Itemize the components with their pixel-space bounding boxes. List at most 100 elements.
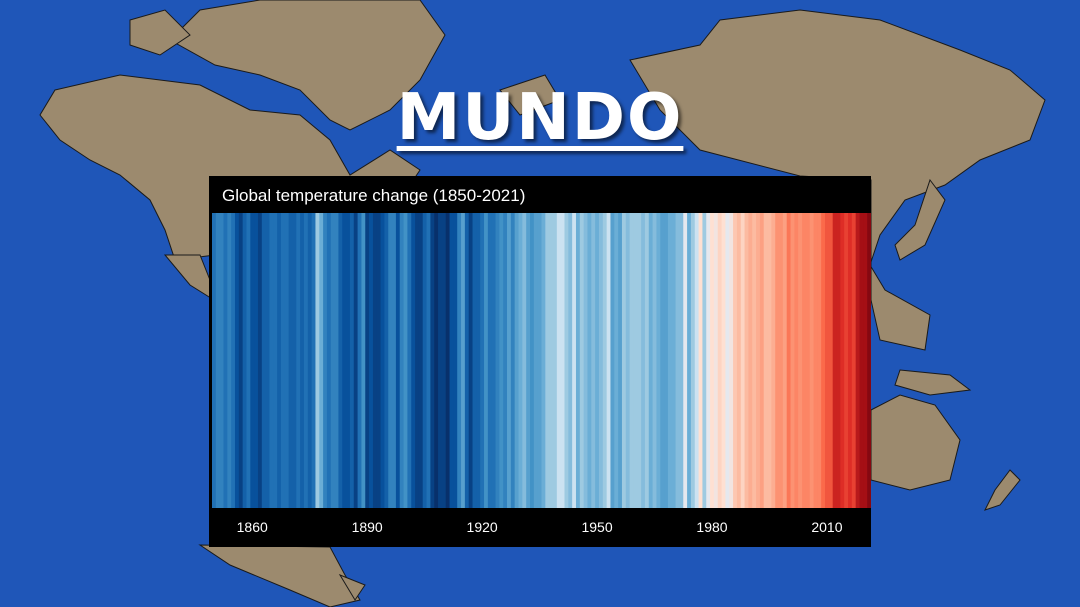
stripe-1982 [717, 213, 723, 508]
stripe-1904 [418, 213, 424, 508]
stripe-2012 [832, 213, 838, 508]
stripe-1992 [756, 213, 761, 508]
stripe-1938 [549, 213, 554, 508]
stripe-1907 [430, 213, 435, 508]
stripe-1874 [303, 213, 309, 508]
stripe-1921 [484, 213, 489, 508]
stripe-1971 [675, 213, 681, 508]
arctic-islands-shape [129, 9, 191, 56]
stripe-1915 [461, 213, 466, 508]
stripe-1928 [510, 213, 516, 508]
stripe-1989 [744, 213, 749, 508]
stripe-1976 [694, 213, 700, 508]
stripe-1875 [307, 213, 313, 508]
stripe-1871 [292, 213, 297, 508]
stripe-1888 [357, 213, 363, 508]
stripe-1970 [671, 213, 677, 508]
stripe-2010 [825, 213, 830, 508]
stripe-1955 [614, 213, 619, 508]
stripe-1984 [725, 213, 730, 508]
stripe-1861 [254, 213, 259, 508]
stripe-1969 [667, 213, 673, 508]
stripe-1859 [246, 213, 251, 508]
stripe-1985 [729, 213, 734, 508]
stripe-1857 [238, 213, 244, 508]
japan-shape [894, 178, 946, 261]
stripe-1856 [234, 213, 240, 508]
stripe-2013 [836, 213, 841, 508]
stripe-1902 [411, 213, 416, 508]
stripe-1870 [288, 213, 294, 508]
stripe-1854 [227, 213, 232, 508]
stripe-1910 [441, 213, 447, 508]
stripe-1995 [767, 213, 772, 508]
stripe-1978 [702, 213, 707, 508]
stripe-1957 [621, 213, 627, 508]
stripe-1973 [683, 213, 688, 508]
stripe-1920 [480, 213, 485, 508]
stripe-1930 [518, 213, 523, 508]
stripe-1897 [392, 213, 397, 508]
stripe-1912 [449, 213, 454, 508]
stripe-1987 [736, 213, 742, 508]
stripe-1862 [257, 213, 263, 508]
stripe-1903 [415, 213, 420, 508]
stripe-1898 [395, 213, 401, 508]
stripe-1975 [690, 213, 696, 508]
stripe-1869 [284, 213, 290, 508]
stripe-1855 [231, 213, 236, 508]
stripe-1965 [652, 213, 658, 508]
stripe-1892 [372, 213, 378, 508]
stripe-2015 [844, 213, 849, 508]
stripe-1954 [610, 213, 615, 508]
stripe-1935 [537, 213, 543, 508]
south-america-shape [198, 544, 361, 607]
stripe-1879 [323, 213, 328, 508]
stripe-1906 [426, 213, 431, 508]
stripe-1893 [376, 213, 382, 508]
stripe-1890 [365, 213, 370, 508]
stripe-1919 [476, 213, 481, 508]
stripe-1980 [710, 213, 715, 508]
stripe-2020 [863, 213, 868, 508]
stripe-1917 [468, 213, 474, 508]
x-tick-label: 2010 [811, 519, 843, 535]
stripe-1932 [526, 213, 531, 508]
stripe-1956 [618, 213, 623, 508]
stripe-1944 [572, 213, 577, 508]
stripe-1972 [679, 213, 684, 508]
stripe-1916 [464, 213, 470, 508]
stripe-1949 [591, 213, 596, 508]
stripe-1946 [579, 213, 585, 508]
stripe-1880 [326, 213, 332, 508]
stripe-1883 [338, 213, 343, 508]
stripe-1939 [552, 213, 558, 508]
x-tick-label: 1950 [581, 519, 613, 535]
stripe-2016 [848, 213, 853, 508]
stripe-1858 [242, 213, 248, 508]
stripe-2019 [859, 213, 864, 508]
stripe-1967 [660, 213, 665, 508]
stripe-1881 [330, 213, 336, 508]
stripe-1947 [583, 213, 589, 508]
stripe-1945 [575, 213, 581, 508]
stripe-1994 [763, 213, 769, 508]
stripe-1931 [522, 213, 527, 508]
stripe-1991 [752, 213, 757, 508]
stripe-1933 [530, 213, 535, 508]
x-tick-label: 1890 [351, 519, 383, 535]
x-tick-label: 1860 [236, 519, 268, 535]
stripe-1909 [438, 213, 443, 508]
stripe-2011 [828, 213, 834, 508]
stripe-2018 [855, 213, 861, 508]
stripe-1894 [380, 213, 386, 508]
stripe-2005 [805, 213, 811, 508]
stripe-1905 [422, 213, 428, 508]
stripe-1863 [261, 213, 267, 508]
stripe-1925 [499, 213, 504, 508]
stripe-1852 [219, 213, 225, 508]
stripe-2021 [867, 213, 871, 508]
stripe-2017 [851, 213, 857, 508]
new-zealand-shape [984, 469, 1021, 511]
